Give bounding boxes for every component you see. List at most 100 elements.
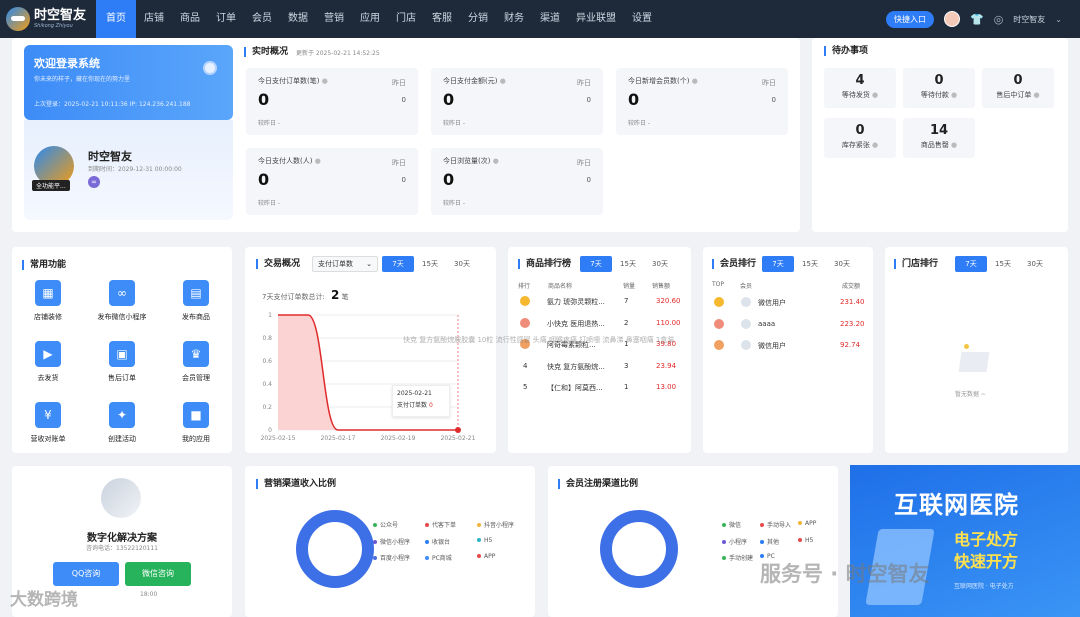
function-product[interactable]: ▤ 发布商品 (166, 280, 226, 322)
function-crown[interactable]: ♛ 会员管理 (166, 341, 226, 383)
brand-name-en: Shikong Zhiyou (34, 23, 73, 29)
tab-15天[interactable]: 15天 (620, 260, 636, 268)
product-rank-tabs: 7天 15天 30天 (580, 256, 676, 272)
nav-item-9[interactable]: 客服 (432, 13, 452, 24)
help-icon[interactable]: ● (497, 77, 506, 85)
function-after-sale[interactable]: ▣ 售后订单 (92, 341, 152, 383)
tab-30天[interactable]: 30天 (1027, 260, 1043, 268)
todo-value: 0 (1013, 73, 1023, 88)
link-icon[interactable]: ∞ (88, 176, 100, 188)
tab-7天[interactable]: 7天 (580, 256, 612, 272)
after-sale-icon: ▣ (109, 341, 135, 367)
nav-item-7[interactable]: 应用 (360, 13, 380, 24)
legend-dot (373, 539, 377, 544)
product-name[interactable]: 阿奇霉素颗粒... (547, 341, 596, 349)
function-mini-program[interactable]: ∞ 发布微信小程序 (92, 280, 152, 322)
welcome-banner: 欢迎登录系统 你未来的样子，藏在你现在的努力里 上次登录：2025-02-21 … (24, 45, 233, 120)
help-icon[interactable]: ● (869, 141, 879, 149)
product-name[interactable]: 小快克 医用退热... (547, 319, 605, 328)
data-point (455, 427, 461, 433)
member-name[interactable]: 微信用户 (758, 299, 786, 307)
nav-item-5[interactable]: 数据 (288, 13, 308, 24)
help-icon[interactable]: ● (869, 91, 879, 99)
product-name[interactable]: 【仁和】阿莫西... (547, 384, 603, 392)
user-name[interactable]: 时空智友 (1013, 14, 1046, 24)
nav-item-0[interactable]: 首页 (96, 0, 136, 38)
function-yen[interactable]: ¥ 营收对账单 (18, 402, 78, 444)
product-amount: 110.00 (656, 318, 681, 327)
nav-item-6[interactable]: 营销 (324, 13, 344, 24)
user-icon[interactable]: ◎ (993, 12, 1004, 26)
tab-30天[interactable]: 30天 (454, 260, 470, 268)
metric-select[interactable]: 支付订单数 ⌄ (312, 256, 378, 272)
function-ticket[interactable]: ✦ 创建活动 (92, 402, 152, 444)
product-name[interactable]: 快克 复方氨酚烷... (547, 362, 605, 371)
y-tick-label: 0.4 (262, 381, 272, 388)
tab-30天[interactable]: 30天 (834, 260, 850, 268)
stat-yesterday-label: 昨日 (762, 79, 776, 87)
todo-item[interactable]: 0 库存紧张 ● (824, 118, 896, 158)
wechat-consult-button[interactable]: 微信咨询 (125, 562, 191, 586)
stat-yesterday-value: 0 (586, 176, 591, 184)
tab-15天[interactable]: 15天 (802, 260, 818, 268)
help-icon[interactable]: ● (490, 157, 499, 165)
nav-item-2[interactable]: 商品 (180, 13, 200, 24)
store-rank-card (885, 247, 1068, 453)
quick-entry-button[interactable]: 快捷入口 (885, 10, 934, 28)
nav-item-3[interactable]: 订单 (216, 13, 236, 24)
brand-logo[interactable]: 时空智友 Shikong Zhiyou (0, 7, 96, 31)
legend-label: 公众号 (380, 522, 399, 529)
help-icon[interactable]: ● (319, 77, 328, 85)
help-icon[interactable]: ● (1031, 91, 1040, 99)
legend-item: APP (798, 520, 816, 527)
chevron-down-icon[interactable]: ⌄ (1055, 14, 1062, 24)
function-label: 我的应用 (182, 435, 210, 443)
tab-15天[interactable]: 15天 (995, 260, 1011, 268)
y-tick-label: 0.8 (262, 335, 272, 342)
function-label: 发布商品 (182, 313, 210, 321)
stat-card: 今日支付人数(人) ● 0 昨日 0 较昨日 - (246, 148, 418, 215)
shop-logo (34, 146, 74, 186)
help-icon[interactable]: ● (948, 91, 958, 99)
user-avatar[interactable] (943, 11, 960, 27)
function-truck[interactable]: ▶ 去发货 (18, 341, 78, 383)
nav-item-14[interactable]: 设置 (632, 13, 652, 24)
ticket-icon: ✦ (109, 402, 135, 428)
help-icon[interactable]: ● (948, 141, 958, 149)
shirt-icon[interactable]: 👕 (969, 12, 984, 26)
solution-hours: 18:00 (140, 591, 158, 598)
tab-7天[interactable]: 7天 (762, 256, 794, 272)
legend-label: 抖音小程序 (484, 522, 515, 529)
nav-item-13[interactable]: 异业联盟 (576, 13, 616, 24)
tab-7天[interactable]: 7天 (955, 256, 987, 272)
marketing-donut (296, 510, 374, 588)
yen-icon: ¥ (35, 402, 61, 428)
stat-label-text: 今日支付订单数(笔) (258, 77, 320, 85)
todo-item[interactable]: 0 售后中订单 ● (982, 68, 1054, 108)
nav-item-8[interactable]: 门店 (396, 13, 416, 24)
todo-item[interactable]: 0 等待付款 ● (903, 68, 975, 108)
function-brush[interactable]: ▦ 店铺装修 (18, 280, 78, 322)
todo-item[interactable]: 4 等待发货 ● (824, 68, 896, 108)
nav-item-10[interactable]: 分销 (468, 13, 488, 24)
qq-consult-button[interactable]: QQ咨询 (53, 562, 119, 586)
nav-item-12[interactable]: 渠道 (540, 13, 560, 24)
todo-title: 待办事项 (824, 46, 868, 56)
tab-15天[interactable]: 15天 (422, 260, 438, 268)
member-name[interactable]: 微信用户 (758, 342, 786, 350)
tab-30天[interactable]: 30天 (652, 260, 668, 268)
todo-label: 库存紧张 ● (824, 140, 896, 150)
nav-item-1[interactable]: 店铺 (144, 13, 164, 24)
help-icon[interactable]: ● (689, 77, 698, 85)
internet-hospital-banner[interactable]: 互联网医院 电子处方 快速开方 互联网医院 · 电子处方 (850, 465, 1080, 617)
function-cube[interactable]: ■ 我的应用 (166, 402, 226, 444)
functions-title: 常用功能 (22, 260, 66, 270)
tab-7天[interactable]: 7天 (382, 256, 414, 272)
product-name[interactable]: 氨力 琥弥灵颗粒... (547, 298, 605, 306)
help-icon[interactable]: ● (312, 157, 321, 165)
stat-label-text: 今日浏览量(次) (443, 157, 491, 165)
member-name[interactable]: aaaa (758, 319, 776, 328)
nav-item-4[interactable]: 会员 (252, 13, 272, 24)
todo-item[interactable]: 14 商品售罄 ● (903, 118, 975, 158)
nav-item-11[interactable]: 财务 (504, 13, 524, 24)
